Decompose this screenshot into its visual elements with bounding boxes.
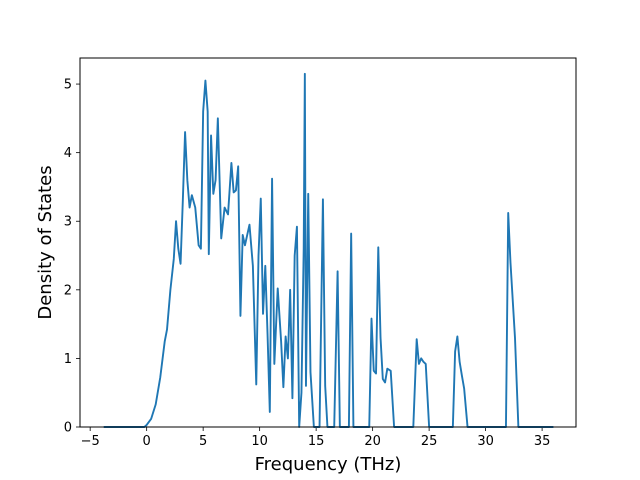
x-tick-label: 30	[477, 434, 494, 449]
series-line	[103, 72, 554, 428]
x-tick-label: −5	[81, 434, 100, 449]
y-tick-label: 2	[64, 283, 72, 298]
y-tick-label: 4	[64, 146, 72, 161]
x-tick-label: 5	[199, 434, 207, 449]
x-tick-label: 35	[534, 434, 551, 449]
plot-frame	[79, 57, 577, 428]
y-tick-label: 3	[64, 215, 72, 230]
x-tick-label: 25	[421, 434, 438, 449]
y-tick-label: 5	[64, 78, 72, 93]
y-axis-label: Density of States	[35, 165, 56, 319]
x-axis-label: Frequency (THz)	[255, 454, 402, 475]
axis-ticks: −5 0 5 10 15 20 25 30 35 0 1 2 3 4 5	[64, 78, 551, 449]
y-tick-label: 0	[64, 421, 72, 436]
x-tick-label: 15	[308, 434, 325, 449]
y-tick-label: 1	[64, 352, 72, 367]
x-tick-label: 20	[364, 434, 381, 449]
x-tick-label: 0	[143, 434, 151, 449]
x-tick-label: 10	[251, 434, 268, 449]
